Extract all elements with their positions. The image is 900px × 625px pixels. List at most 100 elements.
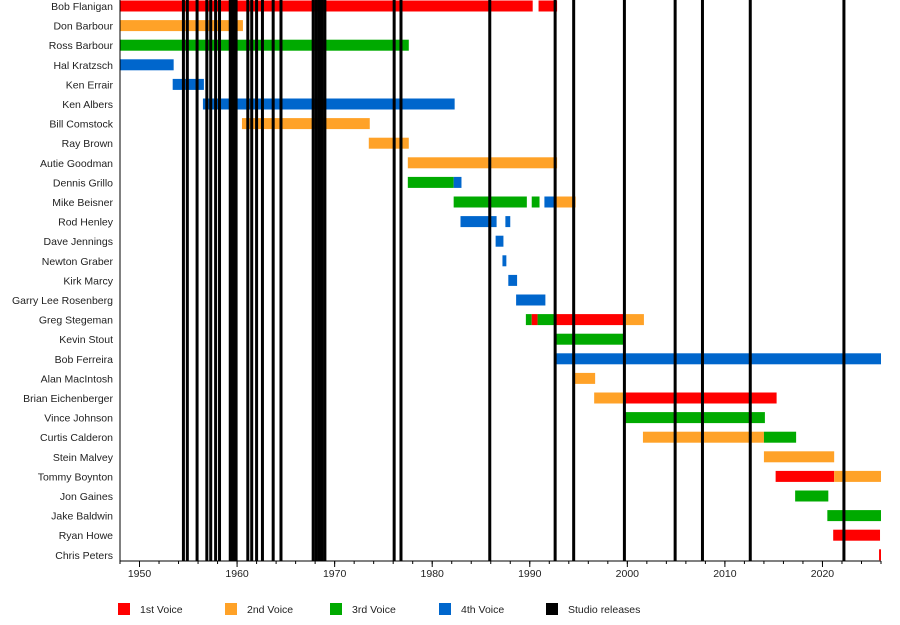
- member-labels: Bob Flanigan Don Barbour Ross Barbour Hal K…: [12, 1, 114, 562]
- member-label: Rod Henley: [58, 217, 114, 229]
- legend-swatch-2nd: [225, 603, 237, 615]
- bar-3rd-voice: [623, 412, 765, 424]
- member-label: Jake Baldwin: [51, 511, 113, 523]
- bar-2nd-voice: [623, 314, 644, 326]
- x-tick-label: 1980: [421, 568, 445, 580]
- bar-2nd-voice: [241, 118, 370, 130]
- bar-4th-voice: [544, 196, 557, 208]
- x-tick-label: 2010: [713, 568, 737, 580]
- bar-4th-voice: [453, 176, 462, 188]
- studio-release-line: [392, 0, 396, 561]
- member-label: Kirk Marcy: [63, 275, 113, 287]
- member-label: Greg Stegeman: [39, 315, 113, 327]
- legend-label-2nd: 2nd Voice: [247, 604, 293, 616]
- member-label: Don Barbour: [53, 21, 113, 33]
- studio-release-line: [205, 0, 209, 561]
- bar-1st-voice: [538, 0, 558, 12]
- member-label: Chris Peters: [55, 550, 113, 562]
- legend-label-studio: Studio releases: [568, 604, 640, 616]
- member-label: Curtis Calderon: [40, 432, 113, 444]
- bar-1st-voice: [833, 529, 881, 541]
- bar-4th-voice: [505, 216, 511, 228]
- member-label: Vince Johnson: [44, 413, 113, 425]
- bar-2nd-voice: [763, 451, 835, 463]
- legend-swatch-3rd: [330, 603, 342, 615]
- studio-release-line: [185, 0, 189, 561]
- studio-release-line: [255, 0, 259, 561]
- studio-release-line: [218, 0, 222, 561]
- bar-3rd-voice: [531, 196, 540, 208]
- member-label: Ken Errair: [66, 79, 114, 91]
- member-label: Bob Flanigan: [51, 1, 113, 13]
- bar-3rd-voice: [525, 314, 532, 326]
- x-tick-label: 1970: [323, 568, 347, 580]
- member-label: Hal Kratzsch: [53, 60, 113, 72]
- studio-release-line: [181, 0, 185, 561]
- member-label: Ross Barbour: [49, 40, 114, 52]
- bar-1st-voice: [531, 314, 538, 326]
- member-label: Brian Eichenberger: [23, 393, 113, 405]
- bar-4th-voice: [495, 235, 504, 247]
- bar-2nd-voice: [834, 470, 881, 482]
- studio-release-line: [279, 0, 283, 561]
- legend-swatch-studio: [546, 603, 558, 615]
- legend-label-4th: 4th Voice: [461, 604, 504, 616]
- studio-release-line: [317, 0, 321, 561]
- studio-release-line: [673, 0, 677, 561]
- member-label: Garry Lee Rosenberg: [12, 295, 113, 307]
- bar-4th-voice: [460, 216, 497, 228]
- member-label: Tommy Boynton: [38, 471, 113, 483]
- bar-2nd-voice: [556, 196, 576, 208]
- studio-release-line: [228, 0, 232, 561]
- bar-1st-voice: [775, 470, 835, 482]
- bar-3rd-voice: [556, 333, 625, 345]
- member-label: Ken Albers: [62, 99, 113, 111]
- studio-release-line: [232, 0, 236, 561]
- bar-4th-voice: [202, 98, 455, 110]
- studio-release-line: [572, 0, 576, 561]
- x-tick-label: 1950: [128, 568, 152, 580]
- member-label: Bob Ferreira: [55, 354, 114, 366]
- studio-release-line: [320, 0, 324, 561]
- x-tick-label: 2000: [616, 568, 640, 580]
- bar-4th-voice: [516, 294, 546, 306]
- bar-3rd-voice: [795, 490, 829, 502]
- studio-release-line: [246, 0, 250, 561]
- studio-release-line: [260, 0, 264, 561]
- studio-release-line: [209, 0, 213, 561]
- studio-release-line: [314, 0, 318, 561]
- member-label: Kevin Stout: [59, 334, 113, 346]
- studio-release-line: [748, 0, 752, 561]
- bar-3rd-voice: [763, 431, 797, 443]
- studio-release-line: [230, 0, 234, 561]
- member-label: Mike Beisner: [52, 197, 113, 209]
- bar-3rd-voice: [827, 510, 881, 522]
- studio-release-line: [323, 0, 327, 561]
- studio-release-line: [214, 0, 218, 561]
- bar-4th-voice: [508, 274, 518, 286]
- member-label: Bill Comstock: [49, 119, 113, 131]
- bar-4th-voice: [120, 59, 174, 71]
- studio-release-line: [195, 0, 199, 561]
- bar-2nd-voice: [368, 137, 409, 149]
- bar-2nd-voice: [120, 20, 243, 32]
- studio-release-line: [622, 0, 626, 561]
- legend-label-3rd: 3rd Voice: [352, 604, 396, 616]
- x-axis: 1950 1960 1970 1980 1990 2000 2010 2020: [119, 0, 882, 580]
- bar-3rd-voice: [407, 176, 454, 188]
- member-label: Dennis Grillo: [53, 177, 113, 189]
- legend-swatch-1st: [118, 603, 130, 615]
- member-label: Dave Jennings: [44, 236, 113, 248]
- studio-release-line: [488, 0, 492, 561]
- member-label: Newton Graber: [42, 256, 114, 268]
- bar-4th-voice: [502, 255, 507, 267]
- bar-1st-voice: [556, 314, 624, 326]
- x-tick-label: 1990: [518, 568, 542, 580]
- bar-4th-voice: [556, 353, 881, 365]
- studio-release-line: [311, 0, 315, 561]
- studio-release-line: [234, 0, 238, 561]
- studio-release-lines: [181, 0, 846, 561]
- bar-1st-voice: [623, 392, 777, 404]
- studio-release-line: [271, 0, 275, 561]
